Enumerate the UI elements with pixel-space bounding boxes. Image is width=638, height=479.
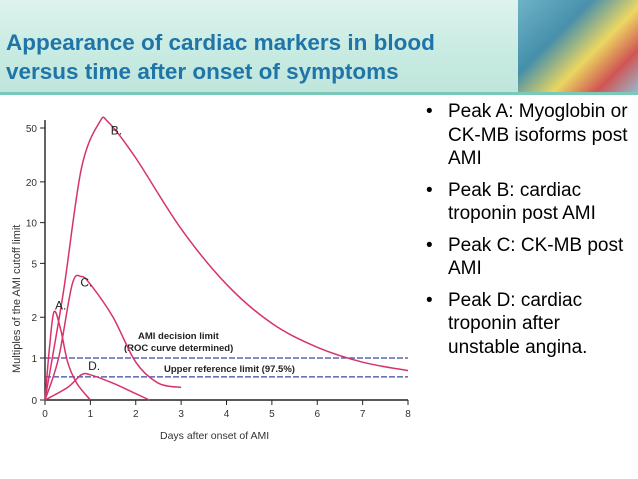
bullet-list: Peak A: Myoglobin or CK-MB isoforms post… bbox=[424, 100, 634, 367]
y-axis-label: Multiples of the AMI cutoff limit bbox=[11, 225, 23, 373]
x-tick-label: 2 bbox=[133, 409, 139, 420]
y-tick-label: 0 bbox=[31, 396, 37, 407]
y-tick-label: 50 bbox=[26, 124, 38, 135]
series-label-c: C. bbox=[80, 275, 92, 289]
x-axis-label: Days after onset of AMI bbox=[160, 430, 269, 442]
chart-curves bbox=[44, 116, 409, 401]
x-tick-label: 4 bbox=[224, 409, 230, 420]
series-label-b: B. bbox=[111, 123, 122, 137]
slide-title-line1: Appearance of cardiac markers in blood bbox=[6, 30, 435, 55]
x-tick-label: 8 bbox=[405, 409, 411, 420]
y-tick-label: 10 bbox=[26, 219, 38, 230]
bullet-item: Peak D: cardiac troponin after unstable … bbox=[424, 289, 634, 360]
cardiac-markers-chart: 0 1 2 3 4 5 6 7 8 0 1 2 5 10 20 50 AMI decision limit(R… bbox=[11, 116, 411, 442]
slide-title: Appearance of cardiac markers in blood v… bbox=[6, 28, 546, 86]
header-divider bbox=[0, 92, 638, 95]
y-tick-label: 5 bbox=[31, 259, 37, 270]
x-tick-label: 3 bbox=[178, 409, 184, 420]
series-label-d: D. bbox=[88, 359, 100, 373]
series-curve-c bbox=[44, 274, 182, 401]
series-curve-b bbox=[44, 116, 409, 401]
chart-ticks: 0 1 2 3 4 5 6 7 8 0 1 2 5 10 20 50 bbox=[26, 124, 411, 420]
upper-reference-label: Upper reference limit (97.5%) bbox=[164, 364, 295, 375]
bullet-item: Peak A: Myoglobin or CK-MB isoforms post… bbox=[424, 100, 634, 171]
x-tick-label: 7 bbox=[360, 409, 366, 420]
bullet-item: Peak B: cardiac troponin post AMI bbox=[424, 179, 634, 226]
x-tick-label: 0 bbox=[42, 409, 48, 420]
series-curve-d bbox=[44, 372, 150, 401]
ami-decision-label: AMI decision limit bbox=[138, 331, 220, 342]
y-tick-label: 1 bbox=[31, 354, 37, 365]
header-photo bbox=[518, 0, 638, 92]
x-tick-label: 6 bbox=[314, 409, 320, 420]
x-tick-label: 1 bbox=[88, 409, 94, 420]
roc-curve-label: (ROC curve determined) bbox=[124, 343, 233, 354]
y-tick-label: 2 bbox=[31, 313, 37, 324]
x-tick-label: 5 bbox=[269, 409, 275, 420]
slide-title-line2: versus time after onset of symptoms bbox=[6, 59, 399, 84]
series-label-a: A. bbox=[55, 299, 66, 313]
chart-labels: A. B. C. D. bbox=[55, 123, 122, 372]
chart-reference-lines: AMI decision limit(ROC curve determined)… bbox=[45, 331, 408, 378]
series-curve-a bbox=[44, 310, 91, 401]
y-tick-label: 20 bbox=[26, 178, 38, 189]
bullet-item: Peak C: CK-MB post AMI bbox=[424, 234, 634, 281]
